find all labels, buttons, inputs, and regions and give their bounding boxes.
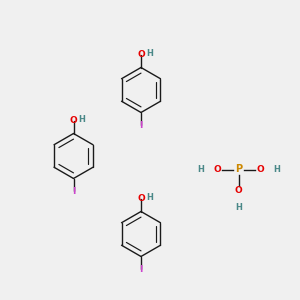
Text: H: H (235, 203, 242, 212)
Text: H: H (197, 165, 204, 174)
Text: O: O (70, 116, 77, 125)
Text: I: I (139, 121, 143, 130)
Text: I: I (139, 265, 143, 274)
Text: O: O (137, 194, 145, 203)
Text: H: H (146, 193, 153, 202)
Text: H: H (273, 165, 280, 174)
Text: I: I (72, 187, 75, 196)
Text: O: O (213, 165, 221, 174)
Text: O: O (235, 186, 242, 196)
Text: O: O (256, 165, 264, 174)
Text: H: H (79, 115, 86, 124)
Text: H: H (146, 49, 153, 58)
Text: P: P (235, 164, 242, 175)
Text: O: O (137, 50, 145, 59)
